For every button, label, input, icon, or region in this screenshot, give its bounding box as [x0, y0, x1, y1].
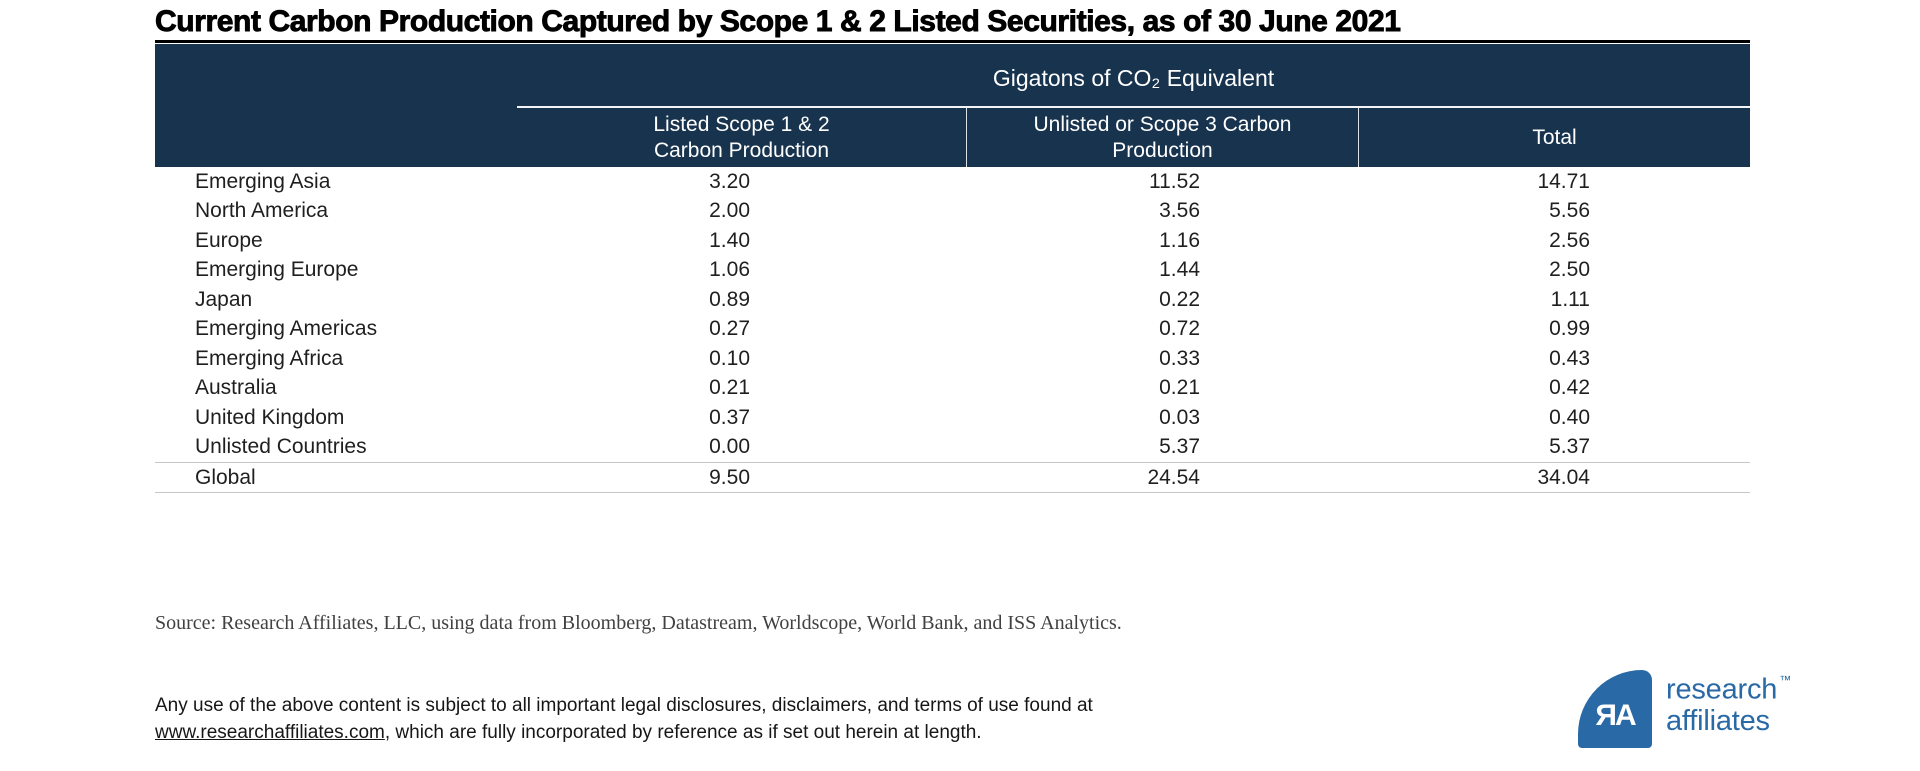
value-cell: 0.22: [1159, 287, 1200, 311]
column-header-unlisted-scope-3: Unlisted or Scope 3 Carbon Production: [966, 108, 1358, 167]
value-cell: 0.89: [709, 287, 750, 311]
value-cell: 1.06: [709, 258, 750, 282]
title-underline: [155, 40, 1750, 43]
value-cell: 9.50: [709, 465, 750, 489]
region-label: North America: [195, 199, 329, 223]
region-label: Global: [195, 465, 256, 489]
table-row: Japan 0.89 0.22 1.11: [155, 285, 1750, 315]
table-row: North America 2.00 3.56 5.56: [155, 197, 1750, 227]
value-cell: 24.54: [1147, 465, 1200, 489]
region-label: United Kingdom: [195, 405, 345, 429]
value-cell: 11.52: [1149, 169, 1200, 193]
value-cell: 0.33: [1159, 346, 1200, 370]
table-row: Emerging Europe 1.06 1.44 2.50: [155, 256, 1750, 286]
value-cell: 5.37: [1549, 435, 1590, 459]
table-total-row: Global 9.50 24.54 34.04: [155, 462, 1750, 493]
region-label: Europe: [195, 228, 263, 252]
region-label: Emerging Africa: [195, 346, 344, 370]
value-cell: 0.37: [709, 405, 750, 429]
value-cell: 2.50: [1549, 258, 1590, 282]
ra-logo-icon: ЯA: [1578, 670, 1652, 748]
brand-name-line-2: affiliates: [1666, 704, 1770, 737]
region-label: Australia: [195, 376, 277, 400]
table-row: Emerging Asia 3.20 11.52 14.71: [155, 167, 1750, 197]
region-label: Emerging Asia: [195, 169, 331, 193]
value-cell: 1.44: [1159, 258, 1200, 282]
value-cell: 1.11: [1550, 287, 1590, 311]
region-label: Japan: [195, 287, 253, 311]
value-cell: 3.56: [1159, 199, 1200, 223]
value-cell: 3.20: [709, 169, 750, 193]
carbon-production-table: Gigatons of CO₂ Equivalent Listed Scope …: [155, 44, 1750, 493]
table-row: United Kingdom 0.37 0.03 0.40: [155, 403, 1750, 433]
disclaimer-line-1: Any use of the above content is subject …: [155, 695, 1093, 716]
value-cell: 5.56: [1549, 199, 1590, 223]
column-header-listed-scope-1-2: Listed Scope 1 & 2 Carbon Production: [653, 112, 830, 162]
value-cell: 0.27: [709, 317, 750, 341]
table-row: Emerging Africa 0.10 0.33 0.43: [155, 344, 1750, 374]
trademark-symbol: ™: [1779, 673, 1792, 687]
value-cell: 0.00: [709, 435, 750, 459]
table-row: Europe 1.40 1.16 2.56: [155, 226, 1750, 256]
group-header-units: Gigatons of CO₂ Equivalent: [992, 64, 1275, 91]
disclaimer-line-2-text: , which are fully incorporated by refere…: [384, 722, 982, 743]
website-link[interactable]: www.researchaffiliates.com: [155, 722, 385, 743]
value-cell: 2.00: [709, 199, 750, 223]
value-cell: 1.40: [709, 228, 750, 252]
value-cell: 0.72: [1159, 317, 1200, 341]
value-cell: 2.56: [1549, 228, 1590, 252]
value-cell: 0.99: [1549, 317, 1590, 341]
value-cell: 0.43: [1549, 346, 1590, 370]
value-cell: 0.10: [709, 346, 750, 370]
group-header-row: Gigatons of CO₂ Equivalent: [155, 44, 1750, 108]
column-header-region: [155, 108, 517, 167]
value-cell: 14.71: [1537, 169, 1590, 193]
value-cell: 0.40: [1549, 405, 1590, 429]
region-label: Emerging Americas: [195, 317, 378, 341]
page-title: Current Carbon Production Captured by Sc…: [155, 5, 1402, 39]
region-label: Emerging Europe: [195, 258, 359, 282]
group-header-underline: [517, 106, 1750, 108]
brand-wordmark: research ™ affiliates: [1666, 669, 1792, 737]
table-row: Unlisted Countries 0.00 5.37 5.37: [155, 433, 1750, 463]
region-label: Unlisted Countries: [195, 435, 367, 459]
table-row: Australia 0.21 0.21 0.42: [155, 374, 1750, 404]
value-cell: 0.03: [1159, 405, 1200, 429]
table-header: Gigatons of CO₂ Equivalent Listed Scope …: [155, 44, 1750, 167]
value-cell: 0.42: [1549, 376, 1590, 400]
table-row: Emerging Americas 0.27 0.72 0.99: [155, 315, 1750, 345]
value-cell: 1.16: [1159, 228, 1200, 252]
value-cell: 5.37: [1159, 435, 1200, 459]
brand-name-line-1: research ™: [1666, 673, 1792, 706]
value-cell: 0.21: [709, 376, 750, 400]
value-cell: 34.04: [1537, 465, 1590, 489]
legal-disclaimer: Any use of the above content is subject …: [155, 692, 1115, 746]
column-header-total: Total: [1358, 108, 1750, 167]
table-body: Emerging Asia 3.20 11.52 14.71 North America…: [155, 167, 1750, 493]
source-note: Source: Research Affiliates, LLC, using …: [155, 612, 1122, 634]
value-cell: 0.21: [1159, 376, 1200, 400]
disclaimer-line-2: www.researchaffiliates.com, which are fu…: [155, 719, 1115, 746]
ra-monogram: ЯA: [1595, 699, 1636, 732]
column-header-row: Listed Scope 1 & 2 Carbon Production Unl…: [155, 108, 1750, 167]
